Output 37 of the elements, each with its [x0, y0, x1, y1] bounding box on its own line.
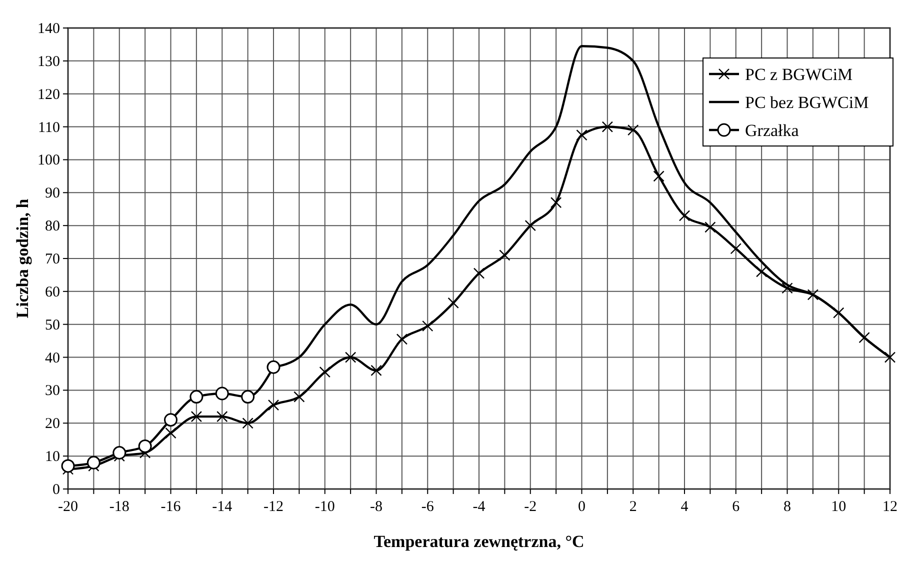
x-tick-label: -6: [421, 499, 434, 515]
x-tick-label: -16: [160, 499, 182, 515]
x-tick-label: 8: [784, 499, 791, 515]
x-tick-label: -18: [109, 499, 130, 515]
x-axis-title: Temperatura zewnętrzna, °C: [374, 532, 584, 551]
x-tick-label: -4: [472, 499, 486, 515]
y-tick-label: 110: [38, 120, 60, 136]
y-tick-label: 100: [38, 152, 60, 169]
y-tick-label: 130: [38, 54, 60, 70]
x-tick-label: 4: [680, 499, 689, 515]
y-tick-label: 120: [38, 86, 60, 103]
x-tick-label: -12: [264, 499, 284, 515]
y-tick-label: 50: [45, 317, 60, 334]
y-tick-label: 0: [52, 482, 60, 498]
y-axis-title: Liczba godzin, h: [13, 198, 32, 318]
y-tick-label: 80: [45, 218, 60, 235]
legend-label: PC z BGWCiM: [745, 65, 853, 84]
y-tick-label: 40: [45, 350, 60, 366]
x-tick-label: -10: [314, 499, 335, 515]
y-tick-label: 140: [38, 21, 60, 37]
x-tick-label: -8: [370, 499, 382, 515]
legend-label: PC bez BGWCiM: [745, 93, 869, 112]
x-tick-label: 6: [732, 499, 740, 515]
y-tick-label: 90: [45, 186, 60, 202]
x-tick-label: 2: [629, 499, 637, 515]
y-tick-label: 30: [45, 383, 60, 400]
x-tick-label: -14: [212, 499, 233, 515]
x-tick-label: -20: [58, 499, 78, 515]
y-tick-label: 70: [45, 252, 60, 268]
legend-label: Grzałka: [745, 121, 800, 140]
x-tick-label: 10: [831, 499, 846, 515]
x-tick-label: -2: [524, 499, 537, 515]
y-tick-label: 10: [45, 449, 60, 466]
y-tick-label: 20: [45, 416, 60, 432]
y-tick-label: 60: [45, 284, 60, 300]
x-tick-label: 0: [578, 499, 586, 515]
x-tick-label: 12: [882, 499, 898, 515]
